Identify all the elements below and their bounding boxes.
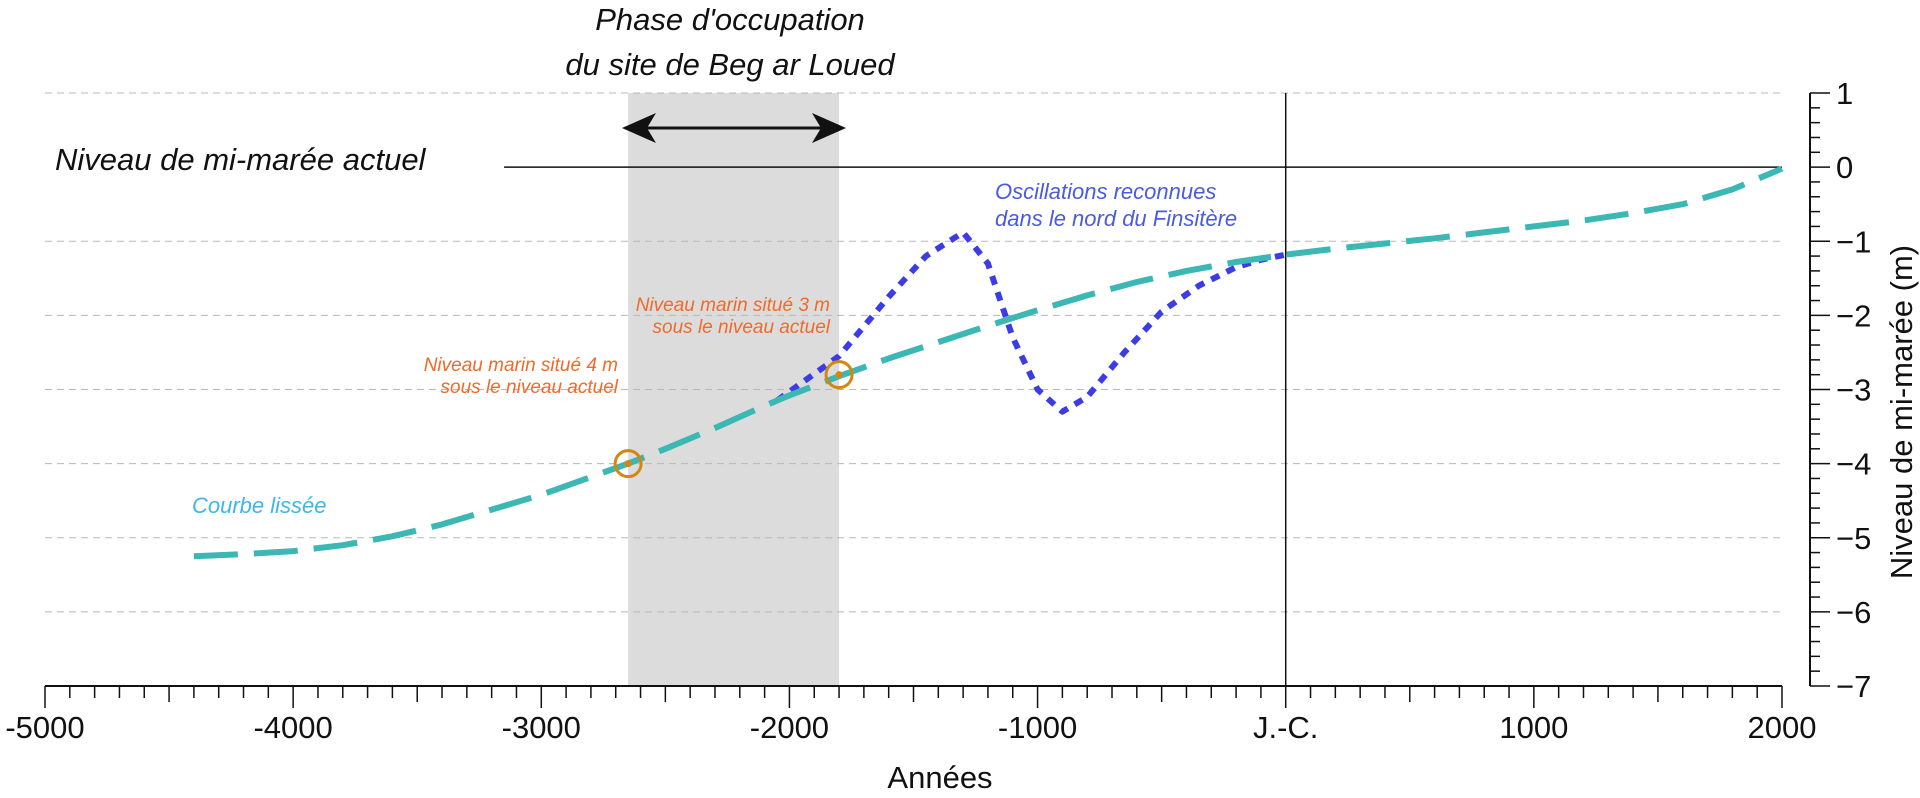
y-tick-label: 1	[1836, 76, 1853, 111]
x-tick-label: -4000	[253, 710, 332, 745]
y-tick-label: 0	[1836, 150, 1853, 185]
annotation-layer: Phase d'occupation du site de Beg ar Lou…	[55, 2, 1919, 795]
x-tick-label: 1000	[1499, 710, 1568, 745]
sea-level-point-dot	[624, 460, 632, 468]
smoothed-curve-label: Courbe lissée	[192, 493, 327, 518]
y-tick-label: −5	[1836, 521, 1871, 556]
level3-label-line2: sous le niveau actuel	[653, 317, 831, 338]
y-axis-title: Niveau de mi-marée (m)	[1884, 245, 1919, 579]
current-level-label: Niveau de mi-marée actuel	[55, 142, 427, 177]
occupation-phase-arrow	[622, 113, 846, 143]
x-tick-label: -2000	[750, 710, 829, 745]
sea-level-point-dot	[835, 371, 843, 379]
y-tick-label: −2	[1836, 298, 1871, 333]
y-tick-label: −7	[1836, 669, 1871, 704]
y-tick-label: −1	[1836, 224, 1871, 259]
grid-layer	[45, 92, 1782, 613]
sea-level-point-marker	[613, 449, 643, 479]
oscillation-series-line	[775, 229, 1287, 415]
smoothed-series-line	[193, 165, 1784, 560]
points-layer	[613, 360, 854, 479]
axes-layer: -5000 -4000 -3000 -2000 -1000 J.-C. 1000 2000 1 0…	[5, 76, 1871, 745]
x-tick-label: -1000	[998, 710, 1077, 745]
phase-arrow-right-head	[812, 113, 846, 143]
x-axis-title: Années	[887, 760, 992, 795]
phase-title-line1: Phase d'occupation	[595, 2, 865, 37]
y-tick-label: −6	[1836, 595, 1871, 630]
y-tick-label: −3	[1836, 373, 1871, 408]
oscillation-label-line1: Oscillations reconnues	[995, 179, 1216, 204]
oscillation-label-line2: dans le nord du Finsitère	[995, 206, 1237, 231]
level4-label-line2: sous le niveau actuel	[441, 377, 619, 398]
y-tick-label: −4	[1836, 447, 1871, 482]
reference-lines-layer	[504, 93, 1782, 686]
x-tick-label: -3000	[502, 710, 581, 745]
series-layer	[193, 165, 1784, 560]
level3-label-line1: Niveau marin situé 3 m	[636, 295, 830, 316]
sea-level-point-marker	[824, 360, 854, 390]
phase-arrow-left-head	[622, 113, 656, 143]
x-tick-label: 2000	[1748, 710, 1817, 745]
x-tick-label: -5000	[5, 710, 84, 745]
level4-label-line1: Niveau marin situé 4 m	[424, 355, 618, 376]
x-tick-label: J.-C.	[1253, 710, 1318, 745]
phase-title-line2: du site de Beg ar Loued	[565, 47, 896, 82]
